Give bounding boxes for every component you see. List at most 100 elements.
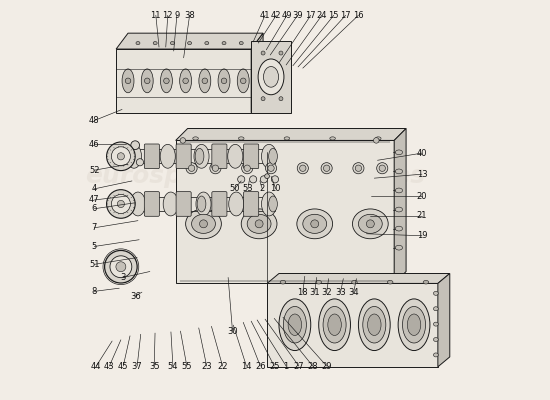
Ellipse shape [104,250,137,283]
Ellipse shape [366,220,375,228]
Ellipse shape [195,148,204,164]
Ellipse shape [196,192,211,216]
Ellipse shape [265,174,270,178]
Ellipse shape [239,137,244,140]
Text: 13: 13 [417,170,427,179]
Ellipse shape [186,163,197,174]
Text: 19: 19 [417,231,427,240]
Ellipse shape [247,214,271,233]
Polygon shape [438,274,450,367]
Ellipse shape [188,42,191,45]
Text: 18: 18 [298,288,308,297]
Ellipse shape [323,306,346,343]
Text: 25: 25 [269,362,279,370]
Text: 17: 17 [305,11,316,20]
Text: 37: 37 [132,362,142,370]
Ellipse shape [279,299,311,350]
Ellipse shape [297,163,309,174]
Ellipse shape [407,314,421,336]
Ellipse shape [268,196,277,212]
Text: 9: 9 [174,11,179,20]
Text: 51: 51 [89,260,100,269]
Text: 34: 34 [348,288,359,297]
Ellipse shape [423,280,429,284]
Text: 4: 4 [92,184,97,193]
FancyBboxPatch shape [176,144,191,169]
Text: 30: 30 [227,326,238,336]
Ellipse shape [268,165,274,171]
Ellipse shape [200,220,207,228]
Text: 44: 44 [91,362,102,370]
Ellipse shape [183,78,189,84]
Ellipse shape [202,78,207,84]
Ellipse shape [164,78,169,84]
Ellipse shape [221,78,227,84]
Ellipse shape [263,66,279,87]
Ellipse shape [311,220,318,228]
Ellipse shape [107,190,135,218]
Text: 20: 20 [417,192,427,200]
Text: 45: 45 [118,362,129,370]
Ellipse shape [398,299,430,350]
Ellipse shape [122,69,134,93]
Ellipse shape [318,299,350,350]
Ellipse shape [433,307,438,311]
Ellipse shape [353,209,388,239]
Ellipse shape [353,163,364,174]
Ellipse shape [210,163,221,174]
Text: 55: 55 [182,362,192,370]
Ellipse shape [110,256,132,278]
Text: eurospares: eurospares [267,164,426,188]
Text: 42: 42 [271,11,282,20]
Ellipse shape [163,192,178,216]
Ellipse shape [130,192,146,216]
Text: 47: 47 [89,196,100,204]
Ellipse shape [279,51,283,55]
FancyBboxPatch shape [244,144,258,169]
Ellipse shape [222,42,226,45]
Ellipse shape [261,97,265,101]
Text: 7: 7 [92,223,97,232]
Ellipse shape [212,165,218,171]
Text: 27: 27 [294,362,304,370]
Ellipse shape [323,165,330,171]
Ellipse shape [300,165,306,171]
Ellipse shape [288,314,301,336]
Text: 11: 11 [151,11,161,20]
Ellipse shape [433,338,438,342]
Ellipse shape [240,78,246,84]
Ellipse shape [284,137,290,140]
Ellipse shape [199,69,211,93]
Ellipse shape [160,144,175,168]
Text: 31: 31 [310,288,320,297]
Text: 46: 46 [89,140,100,149]
Polygon shape [116,49,251,113]
Ellipse shape [125,78,131,84]
Polygon shape [267,274,450,284]
Text: 21: 21 [417,211,427,220]
Text: 8: 8 [92,287,97,296]
Ellipse shape [433,322,438,326]
Ellipse shape [237,69,249,93]
Text: 22: 22 [217,362,228,370]
Ellipse shape [218,69,230,93]
Ellipse shape [192,137,199,140]
Text: 6: 6 [92,204,97,213]
Text: 12: 12 [162,11,173,20]
Ellipse shape [395,245,403,250]
Ellipse shape [238,176,245,183]
Text: 3: 3 [120,273,126,282]
FancyBboxPatch shape [244,192,258,216]
Ellipse shape [107,142,135,171]
Ellipse shape [125,196,134,212]
FancyBboxPatch shape [212,144,227,169]
Text: 33: 33 [335,288,346,297]
Ellipse shape [271,176,278,183]
Ellipse shape [266,163,277,174]
Ellipse shape [367,314,381,336]
Ellipse shape [111,194,130,214]
Ellipse shape [359,214,382,233]
Ellipse shape [126,144,141,168]
Ellipse shape [363,306,386,343]
Text: 43: 43 [104,362,114,370]
